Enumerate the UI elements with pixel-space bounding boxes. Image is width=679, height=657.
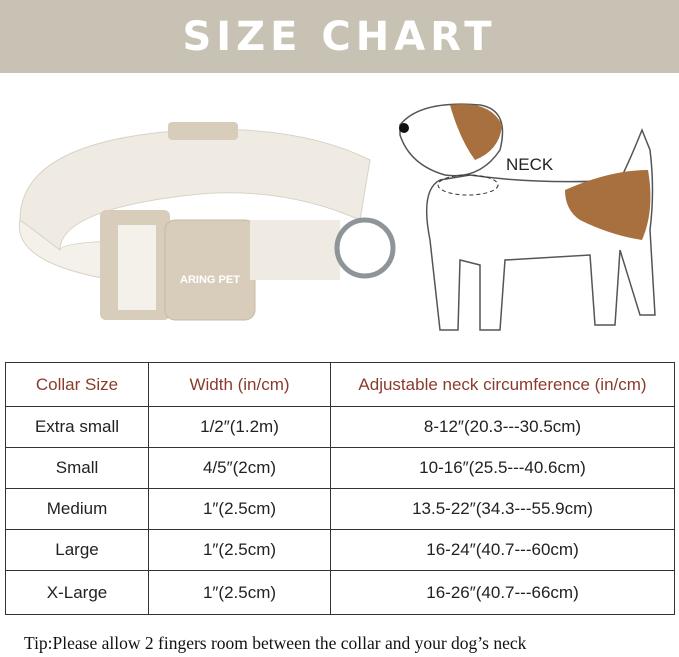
cell-neck: 16-24″(40.7---60cm)	[330, 529, 675, 571]
table-header-row: Collar Size Width (in/cm) Adjustable nec…	[5, 362, 675, 407]
cell-size: X-Large	[5, 570, 149, 615]
neck-label: NECK	[506, 155, 554, 174]
cell-size: Small	[5, 447, 149, 489]
tip-text: Tip:Please allow 2 fingers room between …	[24, 633, 527, 653]
page-title: SIZE CHART	[182, 13, 497, 60]
dog-illustration	[399, 103, 656, 331]
cell-width: 1/2″(1.2m)	[148, 406, 331, 448]
title-banner: SIZE CHART	[0, 0, 679, 73]
table-row: Extra small 1/2″(1.2m) 8-12″(20.3---30.5…	[5, 406, 675, 448]
cell-width: 1″(2.5cm)	[148, 570, 331, 615]
table-row: Medium 1″(2.5cm) 13.5-22″(34.3---55.9cm)	[5, 488, 675, 530]
cell-neck: 13.5-22″(34.3---55.9cm)	[330, 488, 675, 530]
size-table: Collar Size Width (in/cm) Adjustable nec…	[5, 362, 675, 615]
collar-image: ARING PET	[18, 122, 396, 321]
cell-neck: 10-16″(25.5---40.6cm)	[330, 447, 675, 489]
cell-size: Large	[5, 529, 149, 571]
table-row: Large 1″(2.5cm) 16-24″(40.7---60cm)	[5, 529, 675, 571]
header-neck-circumference: Adjustable neck circumference (in/cm)	[330, 362, 675, 407]
header-width: Width (in/cm)	[148, 362, 331, 407]
header-collar-size: Collar Size	[5, 362, 149, 407]
cell-size: Extra small	[5, 406, 149, 448]
cell-size: Medium	[5, 488, 149, 530]
cell-neck: 16-26″(40.7---66cm)	[330, 570, 675, 615]
cell-width: 1″(2.5cm)	[148, 529, 331, 571]
table-row: Small 4/5″(2cm) 10-16″(25.5---40.6cm)	[5, 447, 675, 489]
cell-width: 4/5″(2cm)	[148, 447, 331, 489]
table-row: X-Large 1″(2.5cm) 16-26″(40.7---66cm)	[5, 570, 675, 615]
cell-width: 1″(2.5cm)	[148, 488, 331, 530]
buckle-brand-text: ARING PET	[180, 274, 240, 286]
cell-neck: 8-12″(20.3---30.5cm)	[330, 406, 675, 448]
